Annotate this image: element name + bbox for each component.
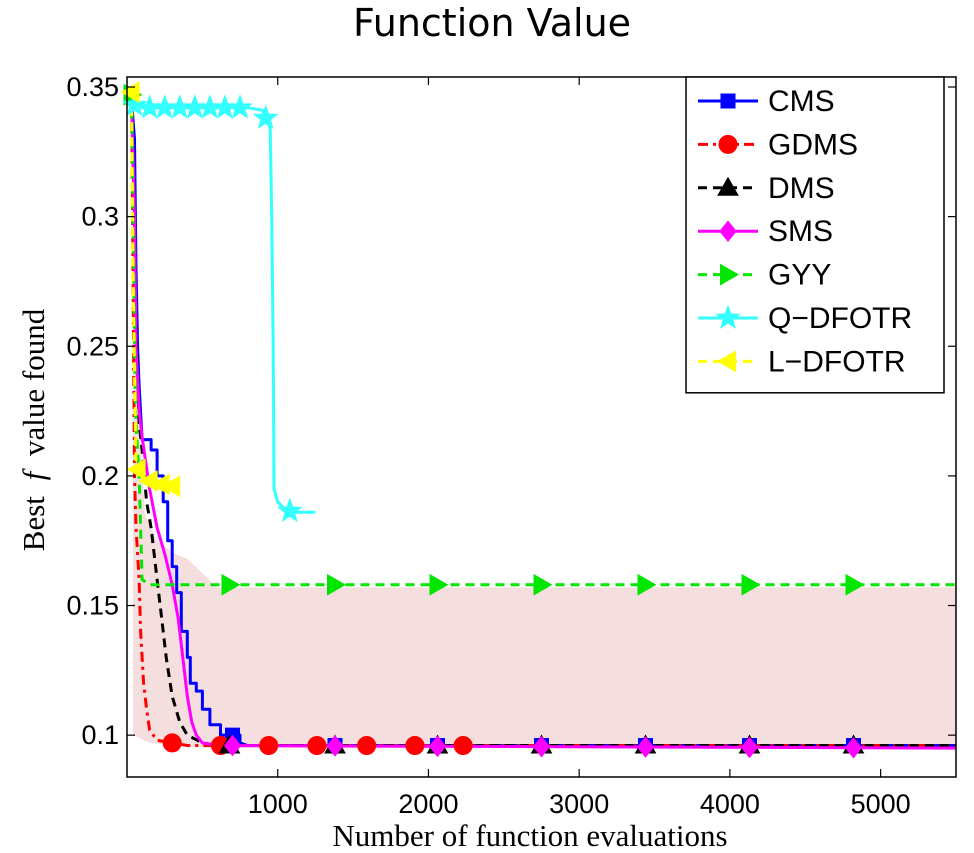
y-tick-label: 0.2 bbox=[81, 461, 119, 491]
legend-label: Q−DFOTR bbox=[768, 302, 912, 335]
series-4-marker bbox=[844, 736, 863, 759]
series-6-marker bbox=[227, 94, 253, 119]
series-5-marker bbox=[429, 573, 449, 596]
legend-label: DMS bbox=[768, 172, 835, 205]
y-axis-label-suffix: value found bbox=[16, 308, 51, 456]
legend-label: SMS bbox=[768, 215, 833, 248]
series-4-marker bbox=[532, 735, 551, 758]
legend-marker bbox=[720, 263, 740, 286]
series-4-marker bbox=[326, 735, 344, 757]
legend-marker bbox=[718, 134, 738, 154]
series-6-marker bbox=[277, 497, 303, 523]
legend-marker bbox=[716, 350, 736, 373]
y-axis-label: Best f value found bbox=[16, 308, 51, 551]
series-4-marker bbox=[428, 735, 447, 758]
series-4-marker bbox=[636, 736, 655, 758]
series-5-marker bbox=[741, 573, 761, 596]
series-2-marker bbox=[162, 733, 182, 753]
series-5-marker bbox=[637, 573, 657, 596]
shaded-band bbox=[133, 100, 956, 749]
x-tick-label: 2000 bbox=[398, 789, 458, 819]
y-tick-label: 0.3 bbox=[81, 202, 119, 232]
y-axis-label-prefix: Best bbox=[16, 496, 51, 552]
legend-marker bbox=[719, 220, 737, 243]
series-2-marker bbox=[453, 736, 473, 756]
y-tick-label: 0.15 bbox=[66, 591, 119, 621]
legend-marker bbox=[715, 304, 741, 329]
series-5-marker bbox=[327, 573, 347, 596]
y-tick-label: 0.25 bbox=[66, 331, 119, 361]
legend-label: GDMS bbox=[768, 128, 858, 161]
series-2-marker bbox=[259, 736, 279, 756]
y-tick-label: 0.1 bbox=[81, 720, 119, 750]
legend-label: L−DFOTR bbox=[768, 345, 906, 378]
y-axis-label-italic: f bbox=[16, 467, 51, 480]
x-tick-label: 4000 bbox=[700, 789, 760, 819]
x-axis-label: Number of function evaluations bbox=[332, 818, 727, 853]
series-line-1 bbox=[130, 99, 956, 747]
series-7-marker bbox=[161, 475, 181, 498]
series-4-marker bbox=[740, 736, 759, 759]
axis-ticks: 1000 2000 3000 4000 5000 0.1 0.15 0.2 0.25 0.3 0.3… bbox=[66, 72, 956, 819]
legend-marker bbox=[720, 93, 736, 109]
series-2-marker bbox=[405, 736, 425, 756]
series-5-marker bbox=[221, 573, 241, 596]
x-tick-label: 1000 bbox=[248, 789, 308, 819]
series-6-marker bbox=[121, 91, 148, 117]
series-4-marker bbox=[223, 734, 242, 757]
series-line-5 bbox=[130, 94, 956, 587]
chart-title: Function Value bbox=[353, 1, 631, 45]
series-5-marker bbox=[533, 573, 553, 596]
legend-marker bbox=[717, 176, 739, 196]
series-6-marker bbox=[252, 104, 279, 129]
series-7-marker bbox=[126, 458, 146, 481]
x-tick-label: 5000 bbox=[851, 789, 911, 819]
y-tick-label: 0.35 bbox=[66, 72, 119, 102]
series-5-marker bbox=[845, 573, 865, 596]
series-2-marker bbox=[357, 736, 377, 756]
x-tick-label: 3000 bbox=[549, 789, 609, 819]
shaded-band-area bbox=[133, 100, 956, 749]
legend: CMS GDMS DMS SMS GYY Q−DFOTR L−DFOTR bbox=[685, 76, 945, 394]
legend-label: CMS bbox=[768, 85, 835, 118]
legend-label: GYY bbox=[768, 259, 831, 292]
plot-border bbox=[126, 76, 957, 778]
marker-layer bbox=[120, 81, 865, 759]
series-2-marker bbox=[307, 736, 327, 756]
